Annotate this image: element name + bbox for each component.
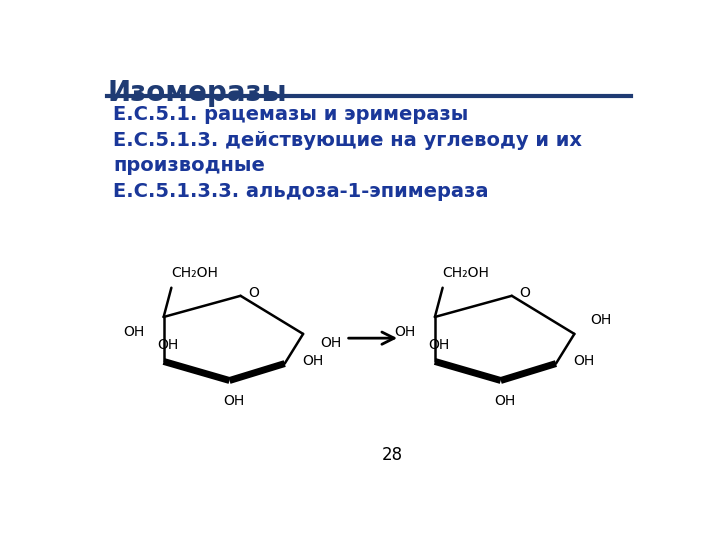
Text: 28: 28: [382, 446, 402, 464]
Text: Изомеразы: Изомеразы: [107, 79, 287, 107]
Text: OH: OH: [590, 313, 611, 327]
Text: OH: OH: [157, 338, 178, 352]
Text: OH: OH: [302, 354, 323, 368]
Text: CH₂OH: CH₂OH: [171, 266, 218, 280]
Text: O: O: [248, 287, 259, 300]
Text: OH: OH: [494, 394, 516, 408]
Text: OH: OH: [222, 394, 244, 408]
Text: OH: OH: [320, 336, 341, 350]
Text: OH: OH: [573, 354, 594, 368]
Text: O: O: [520, 287, 531, 300]
Text: OH: OH: [123, 326, 144, 339]
Text: CH₂OH: CH₂OH: [443, 266, 490, 280]
Text: OH: OH: [428, 338, 449, 352]
Text: Е.С.5.1. рацемазы и эримеразы
Е.С.5.1.3. действующие на углеводу и их
производны: Е.С.5.1. рацемазы и эримеразы Е.С.5.1.3.…: [113, 105, 582, 201]
Text: OH: OH: [395, 326, 415, 339]
